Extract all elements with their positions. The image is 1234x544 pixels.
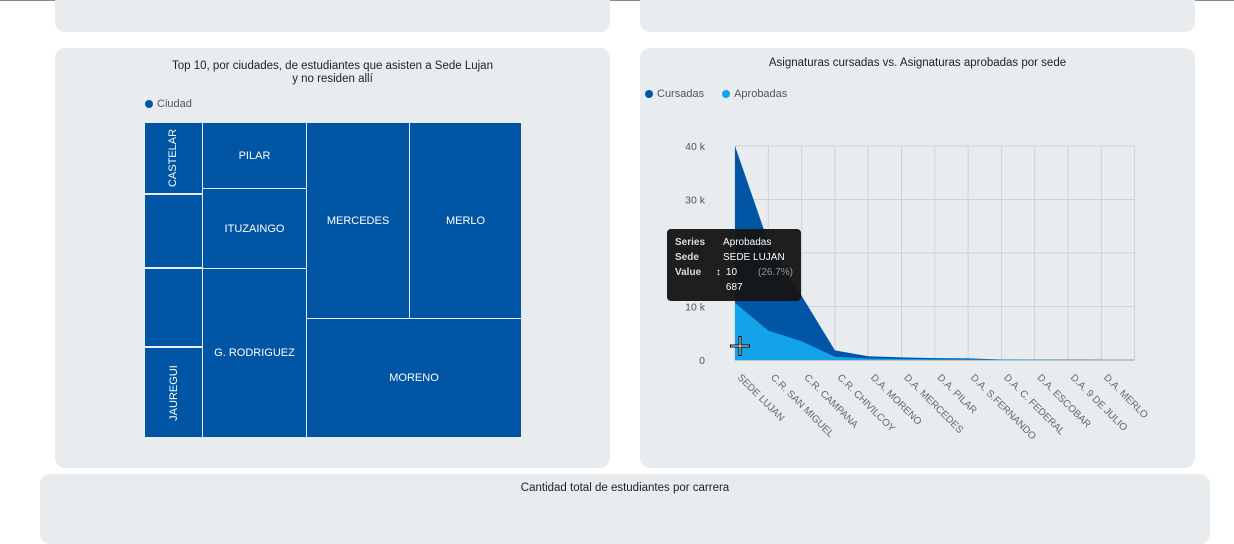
treemap-card: Top 10, por ciudades, de estudiantes que… — [55, 48, 610, 468]
x-tick-label: C.R. SAN MIGUEL — [768, 372, 836, 440]
treemap-cell[interactable] — [144, 268, 203, 347]
previous-card-right — [640, 0, 1195, 32]
treemap-cell-ituzaingo[interactable]: ITUZAINGO — [202, 188, 307, 269]
tooltip-sede-value: SEDE LUJAN — [723, 250, 785, 265]
x-tick-label: D.A. 9 DE JULIO — [1068, 372, 1129, 433]
treemap-cell-label: ITUZAINGO — [225, 223, 285, 235]
treemap-cell-mercedes[interactable]: MERCEDES — [306, 122, 410, 319]
treemap-legend: Ciudad — [145, 98, 192, 110]
tooltip-value: 10 687 — [726, 265, 752, 295]
tooltip-percent: (26.7%) — [758, 265, 793, 295]
legend-dot — [145, 100, 153, 108]
treemap-cell-label: MORENO — [389, 372, 439, 384]
legend-item-ciudad[interactable]: Ciudad — [145, 98, 192, 110]
tooltip-arrow-icon: ↕ — [716, 265, 721, 295]
treemap-cell-label: MERLO — [446, 215, 485, 227]
tooltip-sede-key: Sede — [675, 250, 723, 265]
chart-tooltip: Series Aprobadas Sede SEDE LUJAN Value ↕… — [667, 229, 801, 301]
tooltip-value-key: Value — [675, 265, 716, 295]
y-tick-label: 40 k — [685, 141, 706, 153]
area-chart-card: Asignaturas cursadas vs. Asignaturas apr… — [640, 48, 1195, 468]
treemap-cell-g-rodriguez[interactable]: G. RODRIGUEZ — [202, 268, 307, 438]
students-by-career-title: Cantidad total de estudiantes por carrer… — [40, 482, 1210, 495]
x-tick-label: D.A. MERCEDES — [901, 372, 965, 436]
treemap-title: Top 10, por ciudades, de estudiantes que… — [170, 60, 495, 86]
treemap-cell-label: MERCEDES — [327, 215, 389, 227]
treemap-cell-jauregui[interactable]: JAUREGUI — [144, 347, 203, 438]
treemap-cell-label: G. RODRIGUEZ — [214, 347, 295, 359]
previous-card-left — [55, 0, 610, 32]
treemap-cell-moreno[interactable]: MORENO — [306, 318, 522, 438]
treemap-cell-castelar[interactable]: CASTELAR — [144, 122, 203, 194]
treemap-cell-label: JAUREGUI — [168, 365, 180, 421]
treemap-cell-label: PILAR — [239, 150, 271, 162]
tooltip-series-key: Series — [675, 235, 723, 250]
treemap-cell[interactable] — [144, 194, 203, 268]
treemap-cell-merlo[interactable]: MERLO — [409, 122, 522, 319]
treemap-cell-label: CASTELAR — [168, 129, 180, 187]
y-tick-label: 10 k — [685, 302, 706, 314]
tooltip-series-value: Aprobadas — [723, 235, 771, 250]
x-tick-label: D.A. C. FEDERAL — [1001, 372, 1066, 437]
y-tick-label: 30 k — [685, 195, 706, 207]
treemap: CASTELAR JAUREGUI PILAR ITUZAINGO G. ROD… — [144, 122, 522, 437]
crosshair-cursor-icon — [729, 335, 751, 357]
y-tick-label: 0 — [699, 355, 705, 367]
x-tick-label: C.R. CHIVILCOY — [835, 372, 897, 434]
treemap-cell-pilar[interactable]: PILAR — [202, 122, 307, 189]
students-by-career-card: Cantidad total de estudiantes por carrer… — [40, 474, 1210, 544]
legend-label: Ciudad — [157, 98, 192, 110]
